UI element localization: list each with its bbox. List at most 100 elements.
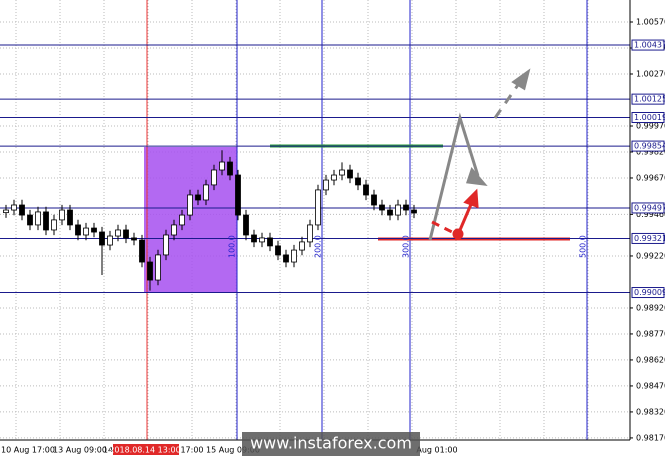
candle-body — [147, 261, 153, 281]
candle-body — [251, 234, 257, 243]
axis-labels: 1.005701.004201.002700.999700.998200.996… — [1, 18, 665, 455]
level-label: 0.99321 — [634, 234, 665, 243]
candle-body — [131, 237, 137, 241]
candle-body — [211, 169, 217, 186]
candle-body — [67, 209, 73, 226]
candle-body — [43, 211, 49, 231]
candle-body — [3, 209, 9, 214]
watermark-bg — [242, 432, 420, 456]
level-label: 0.99854 — [634, 142, 665, 151]
level-box — [631, 93, 665, 105]
candle-body — [51, 219, 57, 231]
fibo-time-lines — [236, 0, 588, 440]
x-tick-label: Aug 01:00 — [416, 446, 457, 455]
candle-body — [299, 241, 305, 251]
x-tick-label: 13 Aug 09:00 — [53, 446, 107, 455]
level-box — [631, 287, 665, 299]
level-label: 0.99009 — [634, 288, 665, 297]
x-tick-label: 17:00 — [180, 446, 203, 455]
candle-body — [187, 194, 193, 216]
candle-body — [379, 204, 385, 211]
y-tick-label: 1.00570 — [636, 18, 665, 27]
candle-body — [35, 211, 41, 226]
candle-body — [171, 224, 177, 236]
candle-body — [179, 214, 185, 226]
grid — [0, 0, 630, 440]
level-box — [631, 202, 665, 214]
candle-body — [115, 229, 121, 237]
candle-body — [275, 245, 281, 256]
fibo-label: 300.0 — [402, 235, 411, 258]
cursor-time-box — [113, 444, 179, 455]
candle-body — [267, 237, 273, 247]
fibo-label: 500.0 — [579, 235, 588, 258]
candle-body — [155, 254, 161, 281]
x-tick-label: 15 Aug 09:00 — [206, 446, 260, 455]
candle-body — [259, 237, 265, 243]
levels — [0, 44, 630, 294]
candle-body — [139, 239, 145, 263]
candle-body — [371, 194, 377, 206]
fibo-label: 200.0 — [314, 235, 323, 258]
candle-body — [203, 184, 209, 201]
candle-body — [99, 231, 105, 246]
level-label: 1.00437 — [634, 41, 665, 50]
forecast-arrows — [428, 68, 531, 241]
level-box — [631, 111, 665, 123]
candle-body — [219, 161, 225, 171]
x-tick-label: 2018.08.14 13:00 — [109, 446, 180, 455]
candle-body — [307, 224, 313, 243]
candle-body — [395, 204, 401, 216]
candle-body — [75, 224, 81, 236]
candle-body — [323, 179, 329, 191]
candle-body — [227, 161, 233, 176]
y-tick-label: 0.98170 — [636, 433, 665, 442]
candle-body — [283, 254, 289, 263]
candles — [3, 150, 417, 291]
candle-body — [11, 204, 17, 211]
watermark: www.instaforex.com — [250, 434, 412, 453]
candle-body — [163, 234, 169, 256]
candle-body — [339, 169, 345, 176]
candle-body — [403, 204, 409, 211]
level-box — [631, 39, 665, 51]
level-label: 0.99497 — [634, 203, 665, 212]
candle-body — [27, 214, 33, 226]
candle-body — [387, 209, 393, 216]
candle-body — [123, 229, 129, 239]
candle-body — [315, 189, 321, 226]
candle-body — [411, 209, 417, 214]
candle-body — [83, 227, 89, 236]
candle-body — [291, 249, 297, 263]
candle-body — [91, 227, 97, 233]
candle-body — [19, 204, 25, 216]
candle-body — [347, 169, 353, 179]
level-label: 1.00125 — [634, 95, 665, 104]
fibo-label: 100.0 — [228, 235, 237, 258]
x-tick-label: 10 Aug 17:00 — [1, 446, 55, 455]
level-box — [631, 232, 665, 244]
candle-body — [235, 174, 241, 216]
candle-body — [195, 194, 201, 201]
candle-body — [243, 214, 249, 236]
x-tick-label: 14 — [103, 446, 113, 455]
level-label: 1.00019 — [634, 113, 665, 122]
candle-body — [331, 174, 337, 181]
candle-body — [107, 235, 113, 246]
candle-body — [363, 184, 369, 196]
candle-body — [59, 209, 65, 221]
level-box — [631, 140, 665, 152]
